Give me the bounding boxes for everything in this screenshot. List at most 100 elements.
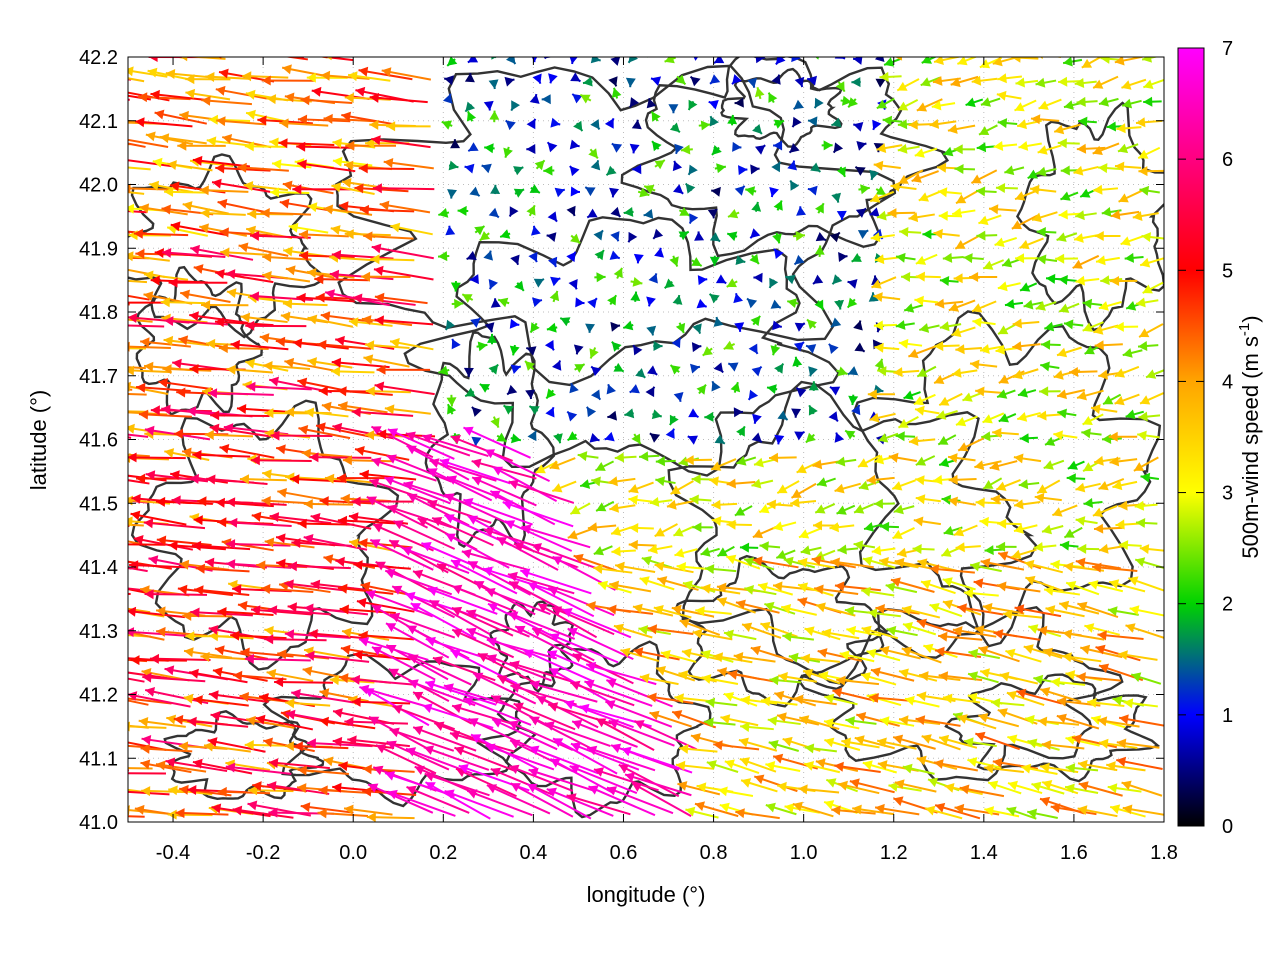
wind-arrow — [261, 496, 313, 506]
wind-arrow — [693, 57, 699, 61]
wind-arrow — [244, 740, 289, 750]
wind-arrow — [1056, 713, 1100, 730]
wind-arrow — [887, 208, 916, 219]
wind-arrow — [727, 669, 774, 683]
wind-arrow — [225, 497, 287, 508]
wind-arrow — [304, 603, 369, 616]
wind-arrow — [593, 545, 613, 556]
wind-arrow — [490, 298, 501, 308]
wind-arrow — [687, 164, 698, 176]
wind-arrow — [1097, 716, 1140, 728]
wind-arrow — [579, 93, 592, 104]
wind-arrow — [508, 479, 575, 504]
wind-arrow — [290, 474, 347, 485]
wind-arrow — [647, 544, 673, 554]
wind-arrow — [780, 604, 817, 616]
wind-arrow — [385, 622, 450, 659]
wind-arrow — [370, 254, 415, 265]
wind-arrow — [1019, 282, 1038, 292]
wind-arrow — [209, 423, 271, 438]
wind-arrow — [260, 208, 312, 218]
wind-arrow — [738, 737, 778, 752]
wind-arrow — [897, 415, 919, 429]
wind-arrow — [651, 409, 662, 420]
wind-arrow — [63, 535, 125, 546]
wind-arrow — [800, 653, 840, 664]
wind-arrow — [130, 510, 187, 526]
wind-arrow — [282, 298, 328, 309]
wind-arrow — [128, 142, 146, 148]
wind-arrow — [1012, 318, 1040, 329]
wind-arrow — [570, 233, 581, 245]
wind-arrow — [552, 360, 562, 371]
wind-arrow — [692, 628, 733, 641]
wind-arrow — [915, 253, 938, 265]
wind-arrow — [1045, 605, 1085, 618]
wind-arrow — [915, 715, 961, 727]
wind-arrow — [585, 661, 657, 686]
wind-arrow — [371, 457, 437, 482]
wind-arrow — [128, 366, 146, 370]
wind-arrow — [1002, 609, 1043, 620]
wind-arrow — [150, 89, 207, 101]
wind-arrow — [589, 433, 600, 443]
wind-arrow — [337, 583, 394, 595]
wind-arrow — [331, 357, 390, 369]
wind-arrow — [1025, 575, 1064, 593]
wind-arrow — [571, 93, 583, 104]
wind-arrow — [360, 581, 414, 597]
wind-arrow — [72, 158, 128, 168]
wind-arrow — [975, 731, 1021, 751]
wind-arrow — [567, 527, 595, 540]
wind-arrow — [894, 779, 937, 793]
wind-arrow — [566, 410, 578, 422]
wind-vectors — [63, 57, 1164, 822]
wind-arrow — [968, 648, 1001, 660]
wind-arrow — [711, 380, 721, 392]
wind-arrow — [566, 793, 631, 816]
wind-arrow — [128, 138, 169, 149]
wind-arrow — [569, 382, 579, 394]
wind-arrow — [799, 715, 840, 731]
wind-arrow — [359, 204, 415, 215]
wind-arrow — [629, 523, 654, 533]
wind-arrow — [149, 653, 211, 664]
wind-arrow — [584, 679, 653, 707]
wind-arrow — [606, 678, 673, 708]
wind-arrow — [613, 362, 625, 373]
wind-arrow — [337, 515, 396, 526]
wind-arrow — [967, 671, 999, 684]
wind-arrow — [1077, 805, 1118, 818]
wind-arrow — [726, 278, 738, 288]
wind-arrow — [582, 76, 593, 87]
wind-arrow — [352, 293, 416, 306]
wind-arrow — [432, 656, 496, 682]
wind-arrow — [1053, 123, 1081, 135]
wind-arrow — [610, 231, 620, 242]
wind-arrow — [933, 228, 960, 239]
wind-arrow — [628, 481, 654, 494]
wind-arrow — [551, 606, 615, 636]
wind-arrow — [489, 490, 556, 526]
wind-arrow — [879, 716, 915, 727]
wind-arrow — [593, 564, 633, 574]
wind-arrow — [451, 628, 515, 659]
wind-arrow — [957, 603, 1004, 616]
wind-arrow — [381, 67, 432, 81]
wind-arrow — [359, 684, 430, 709]
wind-arrow — [204, 429, 254, 440]
wind-arrow — [873, 292, 901, 302]
wind-arrow — [1081, 428, 1102, 439]
wind-arrow — [192, 450, 251, 460]
wind-arrow — [873, 320, 898, 331]
wind-arrow — [770, 299, 782, 309]
wind-arrow — [450, 435, 513, 462]
wind-arrow — [521, 524, 591, 549]
wind-arrow — [788, 143, 800, 154]
wind-arrow — [1040, 361, 1060, 372]
wind-arrow — [741, 622, 782, 639]
wind-arrow — [274, 677, 334, 688]
wind-arrow — [503, 404, 514, 415]
wind-arrow — [217, 198, 270, 214]
wind-arrow — [128, 365, 172, 376]
